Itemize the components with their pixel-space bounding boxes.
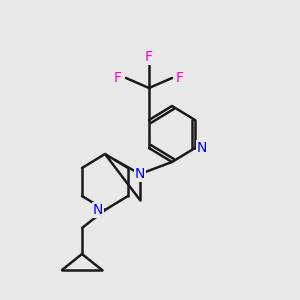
Text: F: F	[114, 71, 122, 85]
Text: N: N	[135, 167, 145, 181]
Text: N: N	[93, 203, 103, 217]
Text: N: N	[197, 141, 207, 155]
Text: F: F	[176, 71, 184, 85]
Text: F: F	[145, 50, 153, 64]
